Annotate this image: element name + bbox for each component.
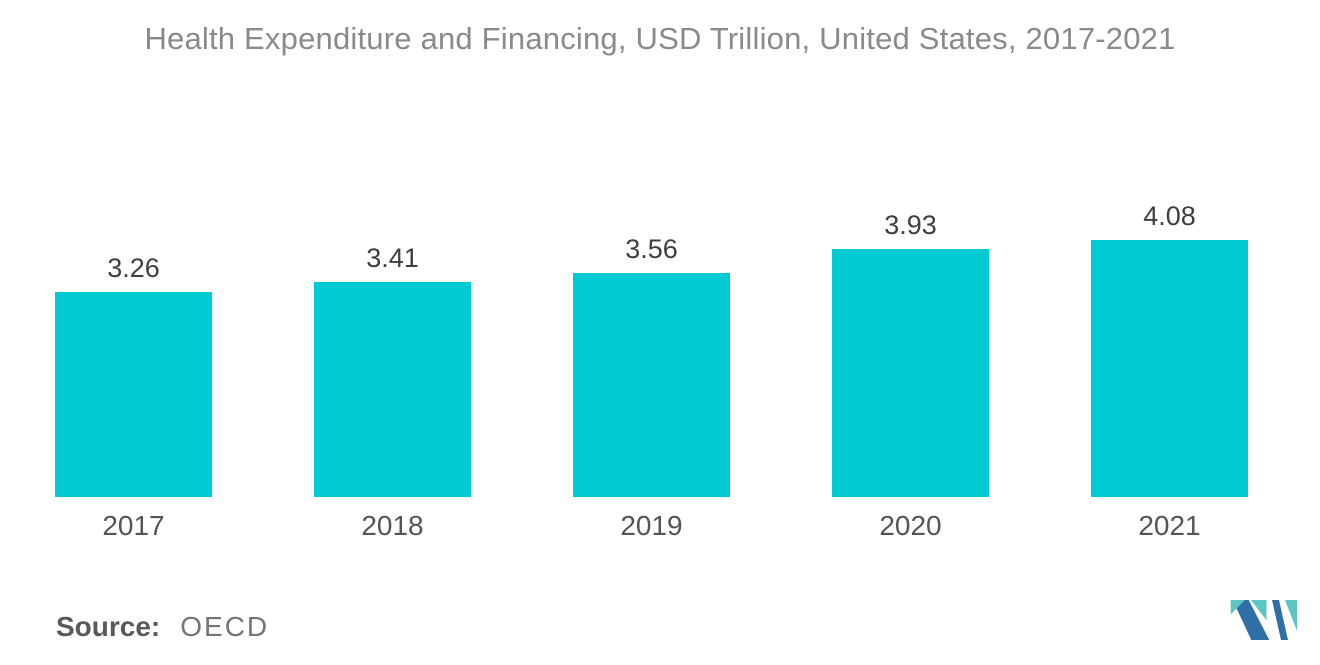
bar-group-2017: 3.26 — [4, 252, 263, 497]
bar-2017 — [55, 291, 212, 497]
x-label-2018: 2018 — [361, 510, 424, 541]
bar-group-2020: 3.93 — [781, 212, 1040, 497]
logo-right-triangle-shape — [1285, 600, 1297, 631]
source-note: Source: OECD — [56, 613, 269, 641]
bar-group-2018: 3.41 — [263, 245, 522, 497]
bar-value-label-2020: 3.93 — [884, 210, 937, 241]
bar-2020 — [832, 249, 989, 497]
bar-value-label-2018: 3.41 — [366, 243, 419, 274]
logo-middle-triangle-shape — [1251, 600, 1267, 621]
bar-2019 — [573, 272, 730, 497]
bar-series: 3.26 3.41 3.56 3.93 4.08 — [4, 0, 1299, 497]
mordor-intelligence-logo — [1230, 600, 1297, 640]
chart-title: Health Expenditure and Financing, USD Tr… — [144, 21, 1176, 56]
bar-2021 — [1091, 239, 1248, 497]
x-label-2017: 2017 — [102, 510, 165, 541]
bar-group-2021: 4.08 — [1040, 200, 1299, 497]
x-label-2021: 2021 — [1138, 510, 1201, 541]
bar-group-2019: 3.56 — [522, 233, 781, 497]
bar-2018 — [314, 282, 471, 497]
source-label: Source: — [56, 611, 161, 642]
source-value: OECD — [180, 611, 270, 642]
logo-left-band-shape — [1232, 600, 1270, 640]
x-axis-labels: 2017 2018 2019 2020 2021 — [4, 497, 1299, 542]
bar-value-label-2017: 3.26 — [107, 252, 160, 283]
x-label-2020: 2020 — [879, 510, 942, 541]
bar-value-label-2019: 3.56 — [625, 233, 678, 264]
bar-value-label-2021: 4.08 — [1143, 200, 1196, 231]
logo-right-band-shape — [1272, 600, 1288, 640]
x-label-2019: 2019 — [620, 510, 683, 541]
